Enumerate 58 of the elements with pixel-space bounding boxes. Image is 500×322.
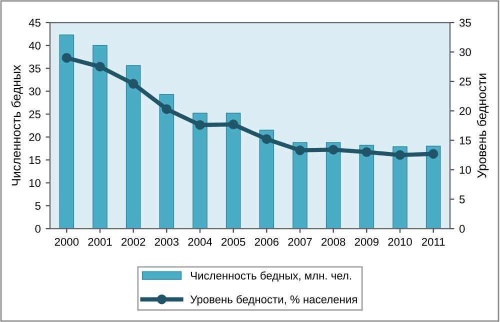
bar <box>59 34 74 229</box>
x-tick-label: 2006 <box>254 238 279 246</box>
bar <box>92 45 108 229</box>
y2-tick-label: 25 <box>460 78 471 86</box>
y2-tick-label: 20 <box>460 107 471 115</box>
y2-tick-label: 10 <box>460 166 471 174</box>
point <box>395 150 405 160</box>
x-tick-label: 2003 <box>154 238 179 246</box>
x-tick-label: 2005 <box>222 238 246 246</box>
point <box>95 62 105 72</box>
y-tick-label: 40 <box>28 42 41 50</box>
y-tick-label: 45 <box>28 18 41 27</box>
point <box>362 147 372 157</box>
point <box>62 53 72 63</box>
x-tick-label: 2009 <box>354 238 378 246</box>
point <box>195 120 205 130</box>
bar <box>392 146 408 229</box>
bar <box>359 144 374 229</box>
legend-label: Уровень бедности, % населения <box>190 295 357 306</box>
y2-tick-label: 15 <box>460 136 471 144</box>
bar <box>426 146 441 229</box>
x-tick-label: 2010 <box>388 238 412 246</box>
x-tick-label: 2000 <box>54 238 79 246</box>
y-tick-label: 5 <box>35 202 41 210</box>
x-tick-label: 2011 <box>422 238 445 246</box>
bar <box>292 142 308 229</box>
bar <box>226 112 241 229</box>
point <box>295 145 305 156</box>
y-tick-label: 10 <box>29 179 41 187</box>
y2-tick-label: 5 <box>459 196 465 204</box>
point <box>228 120 238 130</box>
bar <box>126 65 141 229</box>
y2-tick-label: 0 <box>459 224 465 233</box>
y2-axis-title: Уровень бедности <box>476 74 489 178</box>
y2-tick-label: 30 <box>459 48 471 56</box>
bar <box>259 130 274 229</box>
point <box>128 78 138 89</box>
bar <box>159 94 174 229</box>
bar <box>192 112 208 229</box>
y-tick-label: 25 <box>29 110 41 118</box>
bar <box>326 142 341 229</box>
legend-label: Численность бедных, млн. чел. <box>190 271 352 282</box>
point <box>162 104 172 114</box>
x-tick-label: 2002 <box>122 238 146 246</box>
y-axis-title: Численность бедных <box>11 64 23 186</box>
point <box>328 144 338 155</box>
y2-tick-label: 35 <box>459 18 471 27</box>
y-tick-label: 35 <box>29 64 41 72</box>
x-tick-label: 2008 <box>322 238 346 246</box>
point <box>262 134 272 144</box>
y-tick-label: 20 <box>29 133 41 142</box>
y-tick-label: 0 <box>35 224 41 233</box>
x-tick-label: 2004 <box>188 238 212 246</box>
x-tick-label: 2007 <box>288 238 312 246</box>
y-tick-label: 15 <box>29 156 41 164</box>
y-tick-label: 30 <box>29 88 41 96</box>
point <box>428 148 438 159</box>
x-tick-label: 2001 <box>88 238 112 246</box>
